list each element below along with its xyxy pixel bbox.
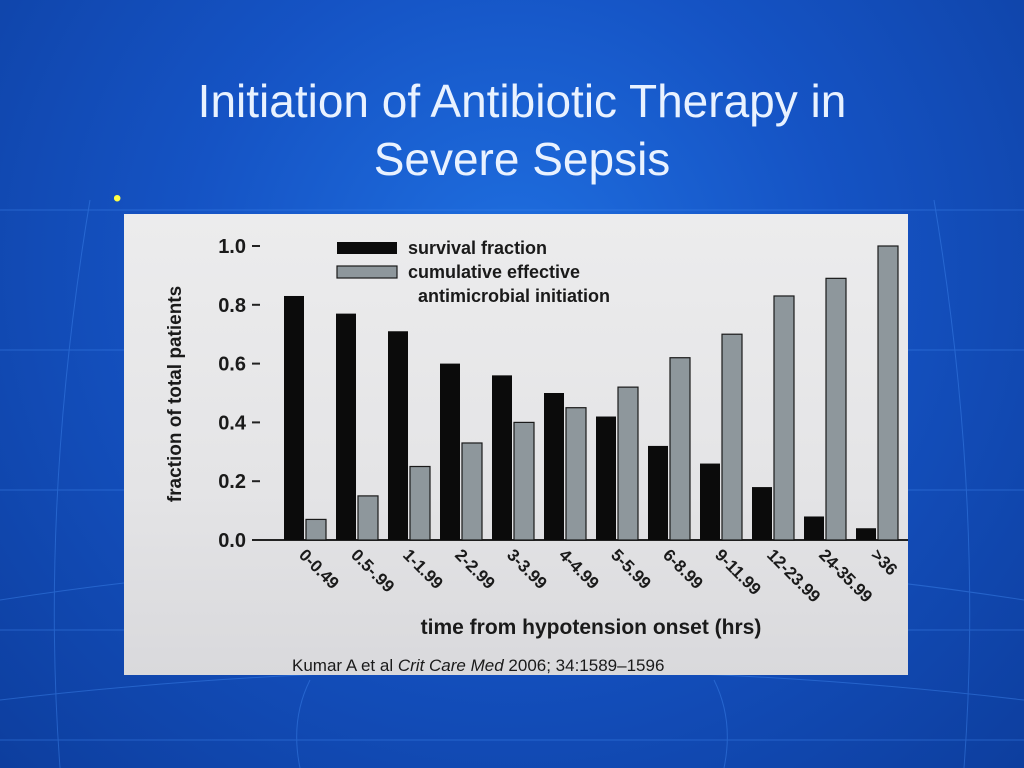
bar-survival-fraction	[492, 375, 512, 540]
citation-journal: Crit Care Med	[397, 656, 504, 675]
bullet-point: •	[113, 185, 122, 212]
y-tick-label: 0.6	[218, 354, 246, 376]
bar-cumulative-initiation	[357, 495, 379, 541]
citation-details: 2006; 34:1589–1596	[508, 656, 665, 675]
x-tick-label: 1-1.99	[399, 545, 447, 593]
bar-cumulative-initiation	[721, 333, 743, 541]
x-tick-label: 3-3.99	[503, 545, 551, 593]
y-tick-label: 1.0	[218, 236, 246, 258]
bar-survival-fraction	[336, 313, 356, 540]
bar-survival-fraction	[856, 528, 876, 540]
bar-cumulative-initiation	[565, 407, 587, 541]
slide-title: Initiation of Antibiotic Therapy in Seve…	[112, 72, 932, 188]
x-tick-label: 0-0.49	[295, 545, 343, 593]
bar-chart: 0.0 0.2 0.4 0.6 0.8 1.0 fraction of total pat…	[165, 236, 908, 639]
bar-survival-fraction	[804, 516, 824, 540]
bar-survival-fraction	[700, 463, 720, 540]
bar-survival-fraction	[544, 393, 564, 540]
bar-survival-fraction	[440, 363, 460, 540]
x-tick-label: 5-5.99	[607, 545, 655, 593]
y-tick-label: 0.4	[218, 412, 247, 434]
x-tick-label: 4-4.99	[555, 545, 603, 593]
title-line-1: Initiation of Antibiotic Therapy in	[197, 75, 847, 127]
legend-label: survival fraction	[408, 238, 547, 258]
x-tick-label: 12-23.99	[763, 545, 824, 606]
citation: Kumar A et al Crit Care Med 2006; 34:158…	[292, 656, 664, 675]
bar-survival-fraction	[596, 416, 616, 540]
bar-survival-fraction	[284, 295, 304, 540]
bar-cumulative-initiation	[513, 421, 535, 541]
bar-survival-fraction	[388, 331, 408, 540]
legend-label: cumulative effective	[408, 262, 580, 282]
y-tick-label: 0.8	[218, 295, 246, 317]
bar-survival-fraction	[648, 445, 668, 540]
bar-cumulative-initiation	[877, 245, 899, 541]
x-axis-label: time from hypotension onset (hrs)	[421, 616, 762, 639]
y-tick-label: 0.0	[218, 530, 246, 552]
bar-cumulative-initiation	[617, 386, 639, 541]
bar-cumulative-initiation	[305, 518, 327, 541]
x-tick-label: 24-35.99	[815, 545, 876, 606]
legend-label: antimicrobial initiation	[418, 286, 610, 306]
bar-cumulative-initiation	[773, 295, 795, 541]
x-tick-label: 9-11.99	[711, 545, 765, 599]
bar-cumulative-initiation	[825, 277, 847, 541]
citation-authors: Kumar A et al	[292, 656, 394, 675]
chart-photo: 0.0 0.2 0.4 0.6 0.8 1.0 fraction of total pat…	[124, 214, 908, 675]
x-tick-label: 0.5-.99	[347, 545, 398, 596]
bar-cumulative-initiation	[669, 357, 691, 541]
title-line-2: Severe Sepsis	[373, 133, 671, 185]
x-tick-label: >36	[867, 545, 901, 579]
legend-swatch-cumulative	[336, 265, 398, 279]
x-tick-label: 6-8.99	[659, 545, 707, 593]
bar-cumulative-initiation	[461, 442, 483, 541]
legend-swatch-survival	[337, 242, 397, 254]
y-axis-label: fraction of total patients	[165, 286, 186, 502]
bar-cumulative-initiation	[409, 465, 431, 541]
x-tick-label: 2-2.99	[451, 545, 499, 593]
y-tick-label: 0.2	[218, 471, 246, 493]
bar-survival-fraction	[752, 487, 772, 540]
